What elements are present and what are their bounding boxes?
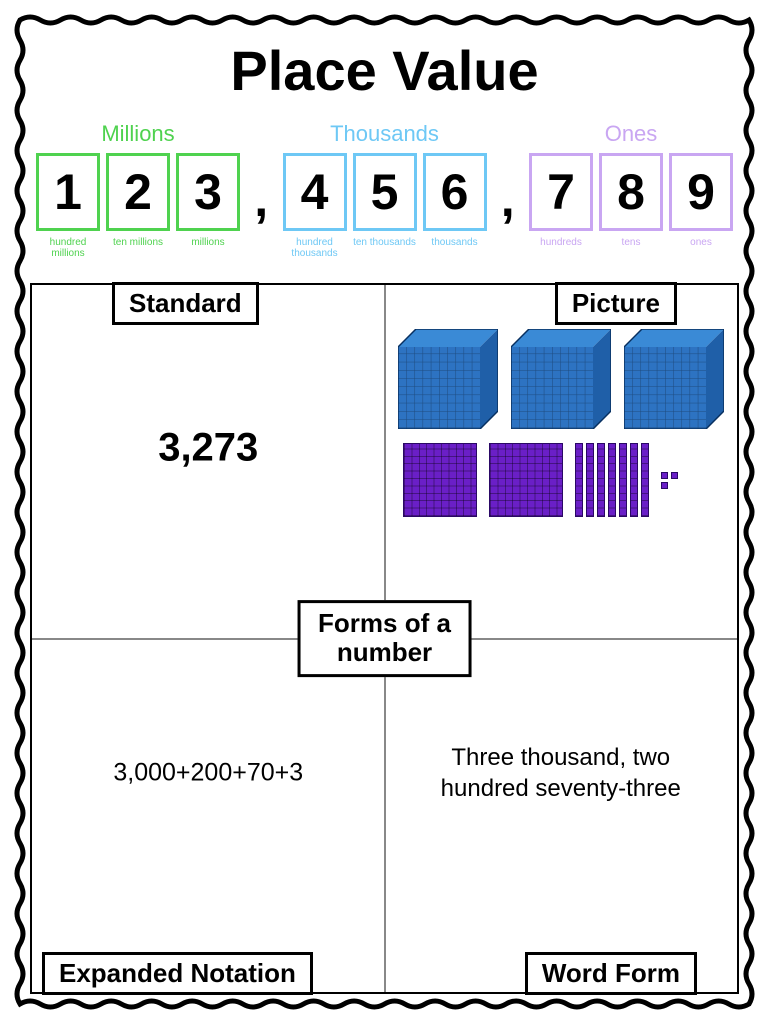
hundreds-tens-ones-row — [397, 443, 726, 517]
one-unit-icon — [661, 482, 668, 489]
center-label-line2: number — [337, 638, 432, 668]
standard-label: Standard — [112, 282, 259, 325]
forms-grid: Standard 3,273 Picture 3,000+200+70+3 Ex… — [30, 283, 739, 994]
expanded-label: Expanded Notation — [42, 952, 313, 995]
digit-row: 123 — [36, 153, 240, 231]
expanded-value: 3,000+200+70+3 — [113, 758, 303, 787]
thousands-cubes-row — [397, 329, 726, 429]
ten-rod-icon — [619, 443, 627, 517]
sublabel: ones — [669, 237, 733, 248]
page-title: Place Value — [30, 38, 739, 103]
sublabel: ten millions — [106, 237, 170, 259]
digit-box: 8 — [599, 153, 663, 231]
word-label: Word Form — [525, 952, 697, 995]
group-label: Thousands — [330, 121, 439, 147]
digit-box: 7 — [529, 153, 593, 231]
sublabel: tens — [599, 237, 663, 248]
ten-rod-icon — [641, 443, 649, 517]
ones-units — [661, 472, 685, 489]
picture-label: Picture — [555, 282, 677, 325]
group-thousands: Thousands 456 hundred thousands ten thousan… — [283, 121, 487, 259]
digit-box: 4 — [283, 153, 347, 231]
picture-quadrant: Picture — [385, 285, 738, 639]
digit-row: 789 — [529, 153, 733, 231]
word-quadrant: Three thousand, two hundred seventy-thre… — [385, 639, 738, 993]
comma: , — [254, 170, 268, 228]
group-millions: Millions123hundred millionsten millionsm… — [36, 121, 240, 259]
digit-box: 3 — [176, 153, 240, 231]
sublabel: hundred thousands — [283, 237, 347, 259]
sublabel: hundred millions — [36, 237, 100, 259]
thousand-cube-icon — [624, 329, 724, 429]
ten-rod-icon — [597, 443, 605, 517]
sublabel: thousands — [423, 237, 487, 259]
sublabels: hundred millions ten millions millions — [36, 237, 240, 259]
digit-box: 1 — [36, 153, 100, 231]
hundred-flat-icon — [403, 443, 477, 517]
picture-area — [397, 329, 726, 517]
group-ones: Ones 789 hundreds tens ones — [529, 121, 733, 248]
digit-box: 6 — [423, 153, 487, 231]
standard-value: 3,273 — [158, 425, 258, 470]
tens-rods — [575, 443, 649, 517]
standard-quadrant: Standard 3,273 — [32, 285, 385, 639]
group-label: Ones — [605, 121, 658, 147]
center-label: Forms of a number — [297, 600, 472, 678]
digit-box: 2 — [106, 153, 170, 231]
digit-row: 456 — [283, 153, 487, 231]
one-unit-icon — [671, 472, 678, 479]
digit-box: 5 — [353, 153, 417, 231]
sublabel: ten thousands — [353, 237, 417, 259]
expanded-quadrant: 3,000+200+70+3 Expanded Notation — [32, 639, 385, 993]
thousand-cube-icon — [398, 329, 498, 429]
ten-rod-icon — [586, 443, 594, 517]
thousand-cube-icon — [511, 329, 611, 429]
ten-rod-icon — [575, 443, 583, 517]
hundred-flat-icon — [489, 443, 563, 517]
ten-rod-icon — [630, 443, 638, 517]
group-label: Millions — [101, 121, 174, 147]
sublabel: hundreds — [529, 237, 593, 248]
sublabels: hundreds tens ones — [529, 237, 733, 248]
ten-rod-icon — [608, 443, 616, 517]
comma: , — [501, 170, 515, 228]
one-unit-icon — [661, 472, 668, 479]
sublabels: hundred thousands ten thousands thousands — [283, 237, 487, 259]
center-label-line1: Forms of a — [318, 608, 451, 638]
poster-content: Place Value Millions123hundred millionst… — [30, 30, 739, 994]
digit-box: 9 — [669, 153, 733, 231]
place-value-groups: Millions123hundred millionsten millionsm… — [30, 121, 739, 259]
sublabel: millions — [176, 237, 240, 259]
word-value: Three thousand, two hundred seventy-thre… — [406, 742, 716, 804]
